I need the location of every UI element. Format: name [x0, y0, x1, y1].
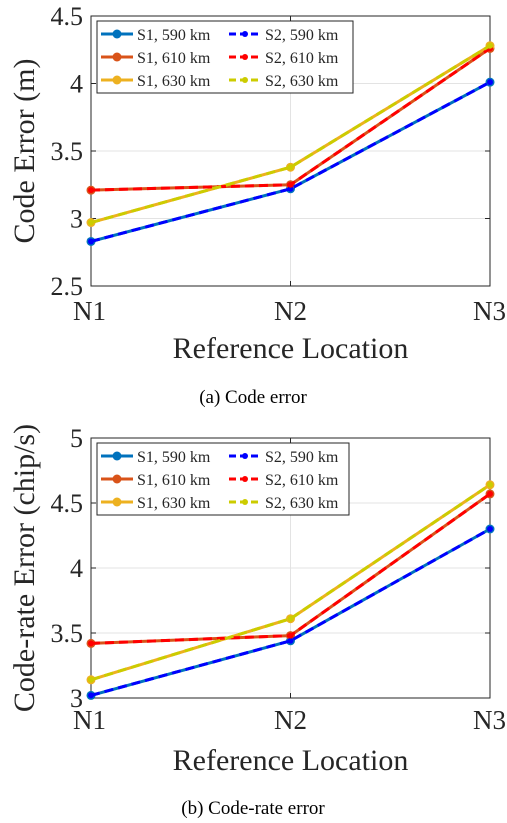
legend-label: S2, 590 km — [265, 27, 339, 44]
figure-caption: (b) Code-rate error — [181, 798, 325, 819]
data-point — [287, 632, 294, 639]
legend-label: S2, 630 km — [265, 495, 339, 512]
legend-box — [96, 442, 350, 516]
legend-marker — [112, 75, 122, 85]
data-point — [287, 181, 294, 188]
legend-label: S2, 590 km — [265, 449, 339, 466]
y-tick-label: 3.5 — [51, 619, 84, 648]
y-tick-label: 3 — [70, 684, 83, 713]
legend-marker — [112, 451, 122, 461]
legend-label: S2, 610 km — [265, 472, 339, 489]
data-point — [487, 490, 493, 497]
y-tick-label: 4 — [70, 70, 83, 99]
x-tick-label: N2 — [274, 705, 307, 735]
x-axis-label: Reference Location — [173, 744, 409, 777]
y-tick-label: 3.5 — [51, 137, 84, 166]
legend-label: S1, 630 km — [137, 495, 211, 512]
y-tick-label: 4.5 — [51, 2, 84, 31]
y-tick-label: 4 — [70, 554, 83, 583]
x-tick-label: N1 — [73, 296, 106, 326]
y-axis-label: Code-rate Error (chip/s) — [8, 424, 41, 712]
data-point — [88, 238, 94, 245]
series-line — [90, 483, 491, 682]
legend-label: S1, 590 km — [137, 449, 211, 466]
x-tick-label: N3 — [473, 296, 506, 326]
x-tick-label: N2 — [274, 296, 307, 326]
data-point — [487, 42, 493, 49]
data-point — [487, 481, 493, 488]
data-point — [487, 526, 493, 532]
chart-panel-1: 2.5 3 3.5 4 4.5 N1 N2 N3 Reference Location Code … — [8, 2, 506, 408]
legend-box — [96, 20, 354, 94]
data-point — [287, 615, 294, 622]
legend-marker — [112, 474, 122, 484]
legend-label: S1, 630 km — [137, 73, 211, 90]
y-tick-label: 3 — [70, 205, 83, 234]
legend-marker — [112, 497, 122, 507]
legend-marker — [242, 476, 248, 482]
y-axis-label: Code Error (m) — [8, 59, 41, 244]
x-tick-label: N3 — [473, 705, 506, 735]
legend-label: S1, 610 km — [137, 50, 211, 67]
data-point — [287, 164, 294, 171]
data-point — [88, 219, 94, 226]
series-line — [90, 80, 491, 243]
legend-marker — [112, 29, 122, 39]
legend-marker — [242, 453, 248, 459]
legend-label: S2, 610 km — [265, 50, 339, 67]
x-tick-label: N1 — [73, 705, 106, 735]
chart-panel-2: 3 3.5 4 4.5 5 N1 N2 N3 Reference Location Code-ra… — [8, 424, 506, 819]
y-tick-label: 2.5 — [51, 272, 84, 301]
legend-label: S2, 630 km — [265, 73, 339, 90]
data-point — [287, 637, 294, 644]
y-tick-label: 5 — [70, 424, 83, 453]
y-tick-label: 4.5 — [51, 489, 84, 518]
figure-caption: (a) Code error — [199, 387, 307, 408]
legend-marker — [242, 54, 248, 60]
data-point — [88, 640, 94, 647]
legend-marker — [242, 31, 248, 37]
x-axis-label: Reference Location — [173, 332, 409, 365]
legend-label: S1, 590 km — [137, 27, 211, 44]
data-point — [487, 79, 493, 86]
data-point — [88, 187, 94, 194]
legend-marker — [112, 52, 122, 62]
data-point — [88, 676, 94, 683]
data-point — [88, 692, 94, 699]
legend-marker — [242, 499, 248, 505]
legend-label: S1, 610 km — [137, 472, 211, 489]
legend-marker — [242, 77, 248, 83]
